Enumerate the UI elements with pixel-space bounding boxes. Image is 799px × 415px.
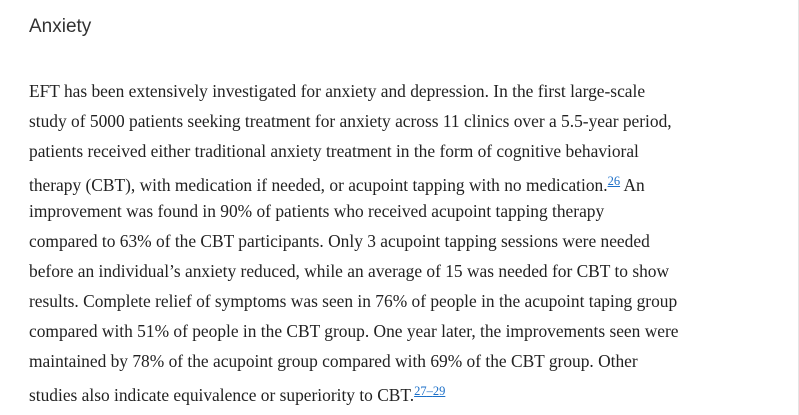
text-run: maintained by 78% of the acupoint group … [29,351,638,371]
citation-range-dash: – [426,384,433,398]
citation-link[interactable]: 27 [414,384,427,398]
text-run: before an individual’s anxiety reduced, … [29,261,670,281]
text-line: studies also indicate equivalence or sup… [29,376,678,406]
text-line: before an individual’s anxiety reduced, … [29,256,678,286]
text-line: maintained by 78% of the acupoint group … [29,346,678,376]
text-line: EFT has been extensively investigated fo… [29,76,678,106]
text-line: improvement was found in 90% of patients… [29,196,678,226]
text-run: patients received either traditional anx… [29,141,639,161]
paragraph: EFT has been extensively investigated fo… [29,76,678,406]
text-line: compared with 51% of people in the CBT g… [29,316,678,346]
text-run: study of 5000 patients seeking treatment… [29,111,672,131]
text-run: therapy (CBT), with medication if needed… [29,175,608,195]
text-run: EFT has been extensively investigated fo… [29,81,646,101]
text-run: compared with 51% of people in the CBT g… [29,321,679,341]
citation-link[interactable]: 26 [607,174,621,188]
text-line: compared to 63% of the CBT participants.… [29,226,678,256]
text-line: patients received either traditional anx… [29,136,678,166]
text-run: compared to 63% of the CBT participants.… [29,231,650,251]
text-run: An [620,175,645,195]
text-line: results. Complete relief of symptoms was… [29,286,678,316]
text-run: studies also indicate equivalence or sup… [29,385,415,405]
text-run: results. Complete relief of symptoms was… [29,291,678,311]
citation-link[interactable]: 29 [432,384,446,398]
section-heading: Anxiety [29,16,92,37]
text-run: improvement was found in 90% of patients… [29,201,605,221]
text-line: study of 5000 patients seeking treatment… [29,106,678,136]
text-line: therapy (CBT), with medication if needed… [29,166,678,196]
